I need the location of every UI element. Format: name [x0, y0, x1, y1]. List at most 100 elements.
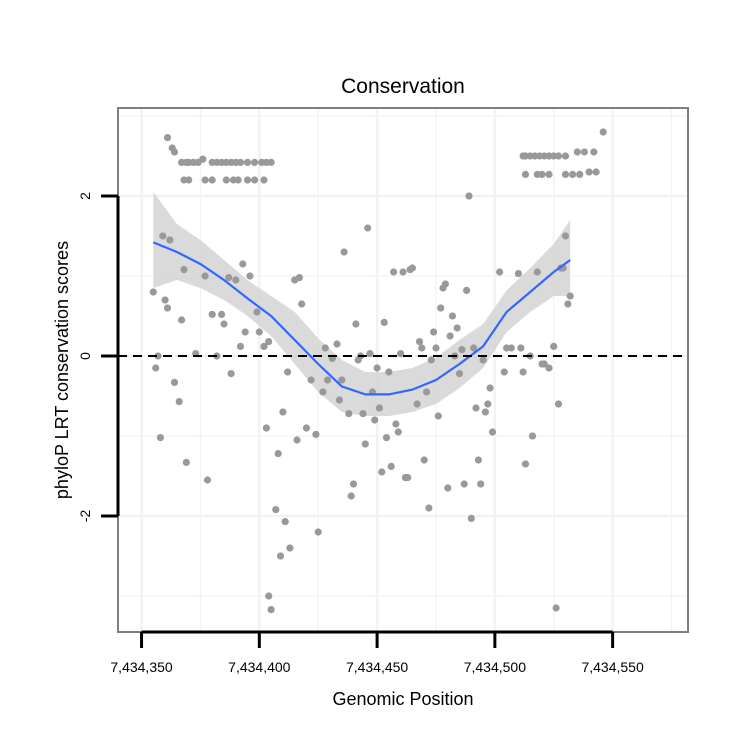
- data-point: [251, 158, 259, 166]
- data-point: [361, 440, 369, 448]
- data-point: [500, 368, 508, 376]
- data-point: [262, 424, 270, 432]
- data-point: [152, 364, 160, 372]
- data-point: [538, 170, 546, 178]
- data-point: [243, 176, 252, 184]
- data-point: [552, 604, 560, 612]
- data-point: [159, 232, 167, 240]
- data-point: [423, 388, 431, 396]
- data-point: [276, 552, 285, 560]
- data-point: [472, 404, 480, 412]
- data-point: [232, 276, 240, 284]
- data-point: [444, 484, 452, 492]
- data-point: [163, 134, 172, 142]
- chart-title: Conservation: [341, 75, 465, 98]
- data-point: [564, 300, 572, 308]
- data-point: [149, 288, 157, 296]
- data-point: [488, 428, 497, 436]
- data-point: [517, 344, 525, 352]
- data-point: [373, 364, 381, 372]
- data-point: [434, 412, 442, 420]
- data-point: [255, 328, 263, 336]
- data-point: [272, 506, 280, 514]
- data-point: [382, 434, 391, 442]
- data-point: [550, 342, 558, 350]
- data-point: [324, 376, 332, 384]
- data-point: [432, 344, 440, 352]
- data-point: [352, 320, 360, 328]
- data-point: [521, 170, 530, 178]
- x-axis: 7,434,350 7,434,400 7,434,450 7,434,500 7,43…: [110, 630, 644, 675]
- data-point: [265, 338, 273, 346]
- data-point: [161, 296, 169, 304]
- data-point: [585, 168, 593, 176]
- data-point: [201, 272, 209, 280]
- data-point: [225, 274, 233, 282]
- y-tick-label: 0: [77, 352, 93, 360]
- data-point: [366, 350, 374, 358]
- data-point: [486, 384, 494, 392]
- data-point: [199, 155, 207, 163]
- data-point: [540, 360, 548, 368]
- data-point: [349, 480, 358, 488]
- data-point: [380, 318, 388, 326]
- data-point: [460, 480, 468, 488]
- data-point: [507, 344, 515, 352]
- data-point: [260, 342, 268, 350]
- data-point: [312, 430, 320, 438]
- confidence-band: [153, 192, 571, 416]
- data-point: [392, 420, 400, 428]
- data-point: [208, 310, 216, 318]
- data-point: [302, 424, 310, 432]
- data-point: [477, 480, 485, 488]
- data-point: [467, 514, 475, 523]
- y-axis: -2 0 2: [77, 192, 120, 523]
- data-point: [569, 170, 577, 178]
- data-point: [521, 460, 530, 468]
- data-point: [293, 436, 301, 444]
- data-point: [251, 176, 259, 184]
- data-point: [321, 344, 329, 352]
- data-point: [387, 462, 395, 470]
- data-point: [592, 168, 600, 176]
- data-point: [364, 224, 372, 232]
- data-point: [566, 292, 574, 300]
- data-point: [239, 260, 247, 268]
- data-point: [295, 274, 303, 282]
- x-tick-label: 7,434,550: [581, 659, 643, 675]
- data-point: [378, 468, 386, 476]
- data-point: [253, 308, 261, 316]
- data-point: [156, 434, 164, 442]
- data-point: [399, 268, 407, 276]
- data-point: [281, 518, 289, 526]
- data-point: [175, 398, 183, 406]
- data-point: [479, 356, 487, 364]
- data-point: [519, 368, 527, 376]
- data-point: [345, 410, 353, 418]
- data-point: [404, 474, 412, 482]
- x-tick-label: 7,434,450: [346, 659, 408, 675]
- data-points-layer: [149, 128, 607, 614]
- data-point: [561, 170, 570, 178]
- data-point: [154, 352, 162, 360]
- data-point: [418, 344, 426, 352]
- data-point: [182, 458, 190, 466]
- data-point: [274, 450, 282, 458]
- data-point: [463, 286, 471, 294]
- data-point: [236, 342, 245, 350]
- data-point: [234, 176, 242, 184]
- data-point: [375, 404, 383, 412]
- y-tick-label: -2: [77, 510, 93, 523]
- data-point: [580, 148, 589, 156]
- data-point: [267, 606, 275, 614]
- data-point: [533, 268, 541, 276]
- data-point: [241, 328, 249, 336]
- data-point: [590, 148, 598, 156]
- data-point: [246, 272, 254, 280]
- data-point: [178, 316, 186, 324]
- y-tick-label: 2: [77, 192, 93, 200]
- data-point: [528, 432, 537, 440]
- data-point: [371, 416, 379, 424]
- data-point: [481, 408, 489, 416]
